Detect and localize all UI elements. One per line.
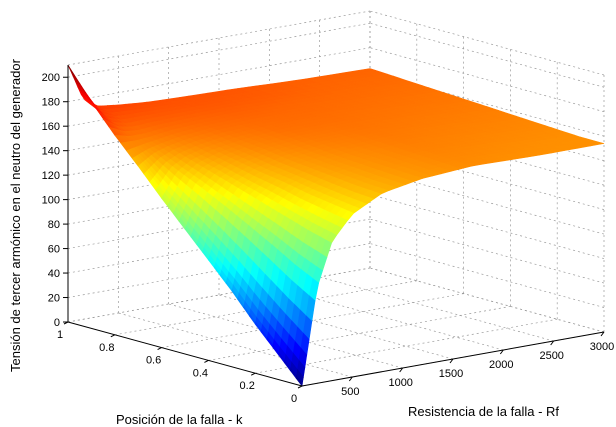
z-tick-label: 160 — [42, 121, 60, 133]
z-axis-label: Tensión de tercer armónico en el neutro … — [8, 58, 23, 372]
y-axis-label: Posición de la falla - k — [116, 412, 243, 427]
grid-line — [369, 10, 605, 76]
grid-line — [369, 243, 605, 308]
y-axis-line — [67, 321, 303, 387]
x-axis-label: Resistencia de la falla - Rf — [408, 404, 559, 419]
x-tick-label: 1000 — [388, 377, 412, 389]
x-tick-mark — [348, 376, 353, 382]
z-tick-label: 100 — [42, 195, 60, 207]
z-tick-label: 0 — [54, 317, 60, 329]
grid-line — [114, 280, 417, 336]
y-tick-mark — [297, 385, 303, 389]
grid-line — [369, 22, 605, 88]
grid-line — [118, 312, 353, 378]
surface — [67, 64, 605, 387]
x-tick-label: 3000 — [590, 341, 614, 353]
x-tick-label: 500 — [341, 386, 359, 398]
z-tick-label: 80 — [48, 219, 60, 231]
grid-line — [369, 145, 605, 210]
grid-line — [67, 10, 371, 66]
z-tick-label: 200 — [42, 72, 60, 84]
y-tick-label: 0.8 — [99, 342, 114, 354]
x-tick-mark — [499, 349, 504, 355]
grid-line — [319, 276, 554, 342]
y-tick-label: 0 — [291, 393, 297, 405]
surface-patch — [67, 64, 75, 76]
x-tick-label: 2500 — [539, 350, 563, 362]
y-tick-mark — [204, 359, 209, 363]
grid-line — [369, 194, 605, 259]
z-tick-label: 120 — [42, 170, 60, 182]
y-tick-label: 1 — [57, 329, 63, 341]
z-tick-label: 20 — [48, 293, 60, 305]
y-tick-mark — [157, 347, 162, 351]
x-tick-mark — [449, 358, 454, 364]
tick-labels: 5001000150020002500300000.20.40.60.81020… — [42, 72, 615, 405]
grid-line — [369, 169, 605, 235]
z-tick-label: 180 — [42, 97, 60, 109]
y-tick-mark — [110, 334, 116, 338]
grid-line — [369, 47, 605, 113]
surface-patch — [295, 375, 303, 387]
y-tick-label: 0.6 — [146, 355, 161, 367]
y-tick-label: 0.2 — [240, 380, 255, 392]
z-tick-label: 40 — [48, 268, 60, 280]
x-tick-label: 1500 — [439, 368, 463, 380]
y-tick-label: 0.4 — [193, 367, 208, 379]
grid-line — [208, 306, 511, 361]
grid-line — [218, 294, 454, 360]
axes — [63, 65, 605, 389]
grid-line — [369, 267, 605, 333]
z-tick-label: 60 — [48, 244, 60, 256]
grid-line — [269, 285, 504, 351]
grid-line — [67, 22, 371, 78]
y-tick-mark — [250, 372, 256, 376]
grid-line — [369, 218, 605, 284]
x-tick-mark — [600, 331, 605, 337]
grid-line — [369, 71, 605, 137]
z-tick-label: 140 — [42, 146, 60, 158]
x-tick-mark — [550, 340, 555, 346]
x-tick-mark — [399, 367, 404, 373]
x-tick-label: 2000 — [489, 359, 513, 371]
